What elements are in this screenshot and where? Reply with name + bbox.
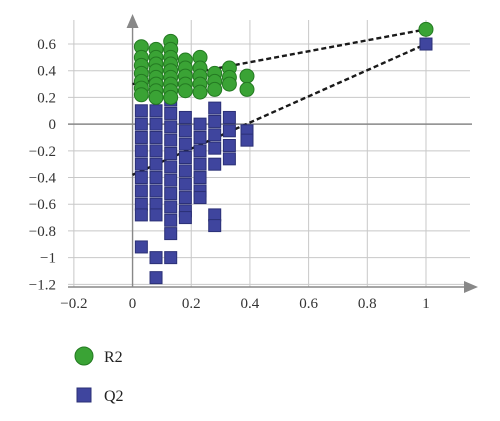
tick-labels: −0.2 0 0.2 0.4 0.6 0.8 1 0.6 0.4 0.2 0 −0.2 −0.4 −0.6… <box>29 37 430 312</box>
q2-point <box>178 124 192 138</box>
q2-point <box>134 184 148 198</box>
q2-point <box>164 200 178 214</box>
q2-point <box>178 177 192 191</box>
q2-point <box>134 104 148 118</box>
y-tick-label: 0.6 <box>37 37 56 53</box>
q2-point <box>193 117 207 131</box>
q2-point <box>149 144 163 158</box>
r2-point <box>148 89 164 105</box>
r2-point <box>133 87 149 103</box>
q2-point <box>222 152 236 166</box>
legend-marker-r2 <box>74 346 94 366</box>
legend-label-r2: R2 <box>104 349 123 366</box>
q2-point <box>193 157 207 171</box>
y-axis-arrow <box>126 14 139 28</box>
q2-point <box>164 147 178 160</box>
q2-point <box>149 117 163 131</box>
x-tick-label: 1 <box>422 296 430 312</box>
q2-point <box>164 251 178 265</box>
data-points <box>133 21 434 285</box>
q2-point <box>222 138 236 152</box>
q2-point <box>149 251 163 265</box>
q2-point <box>134 240 148 254</box>
q2-point <box>164 187 178 201</box>
q2-point <box>134 144 148 158</box>
q2-point <box>164 173 178 187</box>
r2-point <box>192 84 208 100</box>
x-tick-label: 0.4 <box>241 296 260 312</box>
x-tick-label: 0.2 <box>182 296 201 312</box>
q2-point <box>164 106 178 120</box>
q2-point <box>222 124 236 138</box>
q2-point <box>240 133 254 147</box>
q2-point <box>164 120 178 134</box>
q2-point <box>149 184 163 198</box>
y-tick-label: 0.2 <box>37 90 56 106</box>
legend-marker-q2 <box>76 387 92 403</box>
x-tick-label: 0 <box>129 296 137 312</box>
q2-point <box>208 128 222 142</box>
q2-point <box>149 130 163 144</box>
q2-point <box>134 171 148 185</box>
grid <box>68 20 470 287</box>
q2-point <box>222 110 236 124</box>
q2-point <box>178 211 192 225</box>
y-tick-label: −0.8 <box>29 224 56 240</box>
q2-point <box>193 191 207 205</box>
q2-point <box>178 164 192 178</box>
q2-point <box>178 110 192 124</box>
y-tick-label: 0 <box>49 117 57 133</box>
q2-point <box>193 171 207 185</box>
q2-point <box>208 141 222 155</box>
q2-point <box>164 133 178 147</box>
q2-point <box>193 144 207 158</box>
q2-point <box>178 191 192 205</box>
y-tick-label: −0.4 <box>29 171 57 187</box>
q2-point <box>134 130 148 144</box>
legend-item-q2: Q2 <box>76 387 124 405</box>
q2-point <box>149 157 163 171</box>
q2-point <box>134 117 148 131</box>
q2-point <box>419 37 433 51</box>
q2-point <box>134 157 148 171</box>
y-tick-label: −0.2 <box>29 144 56 160</box>
x-tick-label: −0.2 <box>60 296 87 312</box>
y-tick-label: −1.2 <box>29 277 56 293</box>
x-tick-label: 0.6 <box>299 296 318 312</box>
regression-line-q2 <box>132 42 427 176</box>
legend: R2 Q2 <box>74 346 124 405</box>
legend-item-r2: R2 <box>74 346 123 366</box>
q2-point <box>164 227 178 241</box>
q2-point <box>208 157 222 171</box>
x-tick-label: 0.8 <box>358 296 377 312</box>
y-tick-label: −1 <box>40 251 56 267</box>
q2-point <box>134 208 148 222</box>
q2-point <box>164 160 178 174</box>
q2-point <box>149 271 163 285</box>
q2-point <box>208 114 222 128</box>
x-axis-arrow <box>464 281 478 293</box>
q2-point <box>178 137 192 151</box>
y-tick-label: 0.4 <box>37 64 56 80</box>
y-tick-label: −0.6 <box>29 197 57 213</box>
q2-point <box>178 151 192 165</box>
r2-point <box>239 68 255 84</box>
r2-point <box>418 21 434 37</box>
r2-point <box>239 81 255 97</box>
r2-point <box>207 81 223 97</box>
q2-point <box>164 213 178 227</box>
legend-label-q2: Q2 <box>104 388 124 405</box>
q2-point <box>193 130 207 144</box>
q2-point <box>149 171 163 185</box>
q2-point <box>208 219 222 233</box>
r2-point <box>163 89 179 105</box>
r2-point <box>177 83 193 99</box>
q2-point <box>208 101 222 115</box>
q2-point <box>149 208 163 222</box>
q2-point <box>149 104 163 118</box>
axes <box>68 14 478 293</box>
r2-point <box>221 76 237 92</box>
